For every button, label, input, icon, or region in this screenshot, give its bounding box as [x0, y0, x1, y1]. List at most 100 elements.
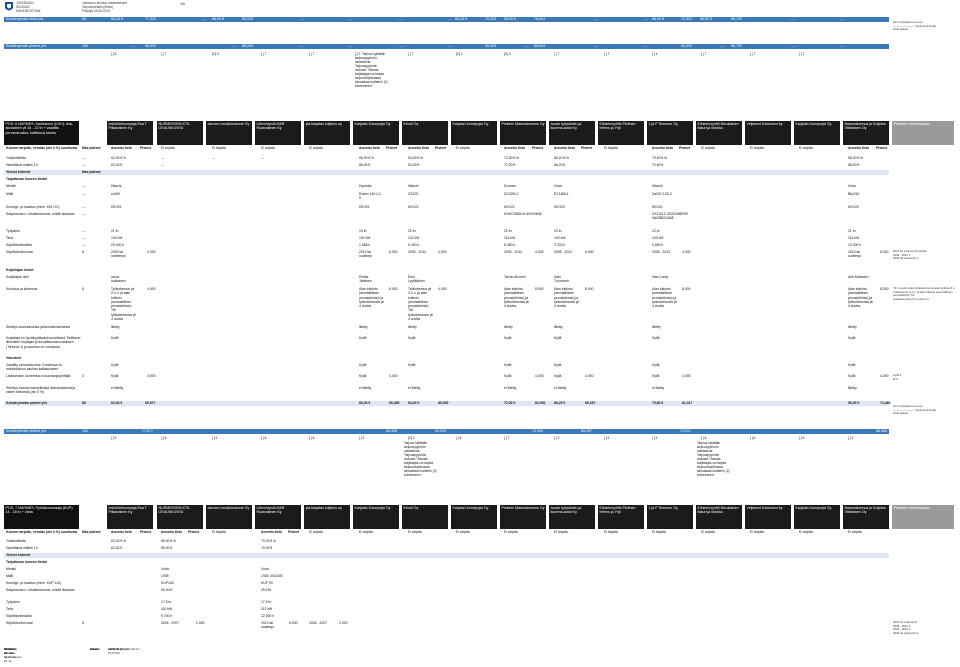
row-label: Vaadittu perusvarustus: Koneessa on mahd…: [6, 363, 63, 372]
rank-cell[interactable]: [ ] 7.: [309, 52, 316, 56]
row-label: Käyttöönottovuosi: [6, 621, 33, 625]
cell: ---: [82, 243, 86, 247]
rank-cell[interactable]: [ ] 6.: [212, 436, 219, 440]
not-offered-label: Ei tarjottu: [408, 530, 423, 534]
cell: 110 kW: [161, 607, 173, 611]
table-row: Selvitys muista mahdollisista lisävarust…: [4, 386, 889, 399]
band-cell: ---: [721, 44, 725, 48]
band-cell: 92,000: [435, 429, 446, 433]
rank-cell[interactable]: [ ] 6.: [799, 436, 806, 440]
band-label: Kohderyhmän pisteet yht.: [6, 44, 47, 48]
cell: Alan tutkinto (ammatillinen perustutkint…: [848, 287, 874, 308]
price-total-band: Kohderyhmän hinta yht. 80 66,00 € 77,333…: [4, 17, 889, 22]
rank-cell[interactable]: [ ] 7.: [701, 52, 708, 56]
rank-cell[interactable]: [ ] 7.: [554, 52, 561, 56]
rank-cell[interactable]: [ ] 5.: [111, 436, 118, 440]
rank-cell[interactable]: [ ] 6.: [750, 436, 757, 440]
rank-cell[interactable]: [ ] 7.: [408, 52, 415, 56]
rank-cell[interactable]: [ ] 6.: [701, 436, 708, 440]
band-cell: 58,00 €: [504, 17, 516, 21]
cell: ---: [82, 192, 86, 196]
rank-cell[interactable]: [ ] 6.: [161, 436, 168, 440]
table-row-header: Tarjottavan koneen tiedot: [4, 177, 889, 182]
not-offered-label: Ei tarjottu: [652, 530, 667, 534]
band-cell: 100: [82, 429, 88, 433]
row-label: Yksikkötiintta: [6, 539, 26, 543]
band-cell: 70,303: [681, 17, 692, 21]
rank-cell[interactable]: [ ] 6.: [261, 436, 268, 440]
cell: 8: [82, 250, 84, 254]
vendor-header: Karjalan Konepojat Oy: [451, 505, 497, 529]
points-label: Pisteet: [532, 146, 544, 150]
note-line: 2005 tai vanhempi 0: [893, 256, 919, 261]
cell: 1 588 h: [359, 243, 371, 247]
rank-cell[interactable]: [ ] 3.: [554, 436, 561, 440]
not-offered-label: Ei tarjottu: [799, 146, 814, 150]
cell: Kyllä: [504, 363, 512, 367]
not-offered-label: Ei tarjottu: [750, 146, 765, 150]
cell: Kyllä: [504, 336, 512, 340]
cell: liitetty: [504, 325, 513, 329]
note-line: pienin pisteiden summa: [893, 20, 923, 24]
cell: 70,60 €: [652, 163, 664, 167]
footer-line: www.jns.fi/hankintatoimi: [108, 647, 140, 651]
cell: ei liitetty: [359, 386, 372, 390]
not-offered-label: Ei tarjottu: [456, 146, 471, 150]
rank-cell[interactable]: [ ] 5.: [652, 436, 659, 440]
band-cell: 66,793: [731, 17, 742, 21]
rank-cell[interactable]: [ ] 7.: [161, 52, 168, 56]
rank-cell[interactable]: [X] 1.: [408, 436, 416, 440]
cell: Bkz210: [848, 192, 860, 196]
vendor-header: Ehroll Oy: [402, 121, 448, 145]
cell: 29-FAI: [261, 588, 271, 592]
rank-cell[interactable]: [ ] 6.: [604, 436, 611, 440]
section1-points-band: Kohderyhmän pisteet yht. 100 77,677 85,4…: [4, 429, 889, 434]
row-label: Sarjanumero / rekisteritunnus, mikäli ti…: [6, 588, 75, 592]
rank-cell[interactable]: [ ] 6.: [309, 436, 316, 440]
cell: ---: [82, 236, 86, 240]
cell: Kyllä: [652, 363, 660, 367]
table-row: Työpaino --- 21 tn 19 tn 22 tn 22 tn 20 …: [4, 229, 889, 234]
table-row: Käyttöönottovuosi 8 2004 - 2007 2,000 20…: [4, 621, 889, 630]
footer-line: 80101 Joensuu: [4, 647, 16, 655]
rank-cell[interactable]: [ ] 2.: [848, 436, 855, 440]
rank-cell[interactable]: [X] 3.: [212, 52, 220, 56]
cell: KKH20: [554, 205, 565, 209]
rank-cell[interactable]: [X] 3.: [504, 52, 512, 56]
rank-cell[interactable]: [ ] 6.: [456, 436, 463, 440]
rank-cell[interactable]: [ ] 7.: [504, 436, 511, 440]
rank-row-top: [ ] 5. [ ] 7. [X] 3. [ ] 7. [ ] 7. [ ] 7…: [4, 52, 889, 56]
cell: 66,20 €: [554, 163, 566, 167]
rank-cell[interactable]: [ ] 5.: [111, 52, 118, 56]
cell: 115 kW: [848, 236, 860, 240]
cell: 0,000: [147, 250, 156, 254]
band-cell: ---: [202, 17, 206, 21]
rank-cell[interactable]: [ ] 7.: [799, 52, 806, 56]
points-total-band: Kohderyhmän pisteet yht. 100 --- 85,333 …: [4, 44, 889, 49]
rank-cell[interactable]: [ ] 7.: [604, 52, 611, 56]
rank-cell[interactable]: [ ] 4.: [652, 52, 659, 56]
rank-cell[interactable]: [ ] 7.: [261, 52, 268, 56]
cell: Alan tutkinto (ammatillinen perustutkint…: [554, 287, 580, 308]
note-line: työkokemusta yli 4 vuotta 4 p: [893, 296, 930, 301]
cell: 5 400 h: [408, 243, 420, 247]
cell: 8,000: [535, 287, 544, 291]
cell: 66,00 € /h: [359, 156, 375, 160]
cell: Volvo: [848, 184, 857, 188]
table-row: Lisävaruste: koneessa on kauhanpyörittäj…: [4, 374, 889, 383]
row-label: Yleiset kriteerit: [6, 553, 31, 557]
rank-cell[interactable]: [ ] 7.: [750, 52, 757, 56]
table-row: Työpaino 17,5 tn 17,5 tn: [4, 600, 889, 605]
not-offered-label: Ei tarjottu: [359, 530, 374, 534]
not-offered-label: Ei tarjottu: [456, 530, 471, 534]
cell: 2,000: [196, 621, 205, 625]
rank-cell[interactable]: [ ] 2.: [359, 436, 366, 440]
not-offered-label: Ei tarjottu: [309, 530, 324, 534]
table-row: Kuljettajan nimi osmo hukkanen Pekka Jän…: [4, 275, 889, 284]
cell: KUP 90: [261, 581, 273, 585]
cell: 54,00 € /h: [408, 156, 424, 160]
logo-line: SEUDUN: [16, 4, 30, 9]
rank-cell[interactable]: [X] 1.: [456, 52, 464, 56]
note-line: Yli 4 vuoden alan työkokemus tai alan tu…: [893, 286, 955, 290]
vendor-header: Maanrakennus ja Kuljetus Väänänen Oy: [843, 505, 889, 529]
